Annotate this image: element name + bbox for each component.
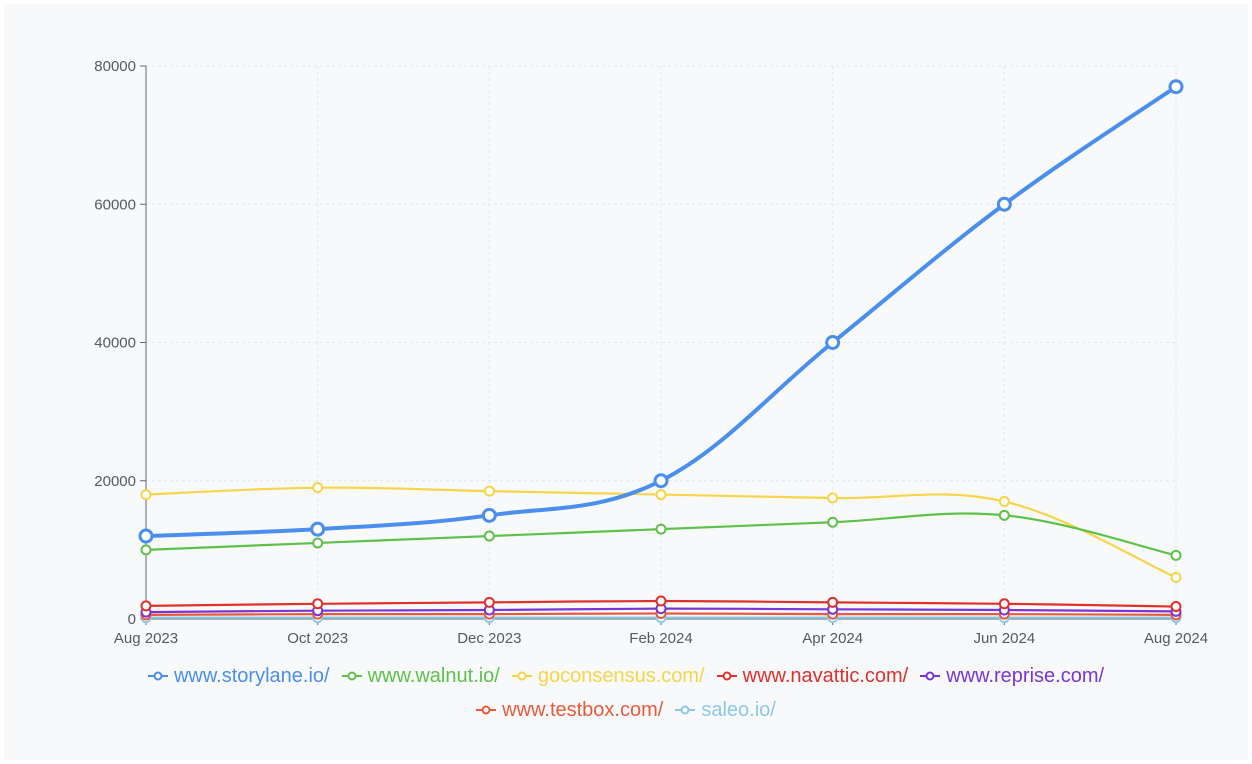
legend-line-icon: [511, 671, 532, 681]
chart-legend: www.storylane.io/www.walnut.io/goconsens…: [4, 660, 1248, 728]
data-point: [998, 598, 1010, 610]
x-tick-label: Apr 2024: [802, 630, 863, 647]
data-point: [140, 544, 152, 556]
chart-panel: 0 20000 40000 60000 80000 Aug 2023 Oct 2023 Dec…: [4, 4, 1248, 760]
data-point: [653, 473, 669, 489]
data-point: [483, 485, 495, 497]
x-tick-label: Dec 2023: [457, 630, 521, 647]
x-tick-label: Oct 2023: [287, 630, 348, 647]
data-point: [655, 595, 667, 607]
data-point: [312, 598, 324, 610]
data-point: [827, 596, 839, 608]
legend-label: www.reprise.com/: [946, 665, 1105, 687]
data-point: [655, 523, 667, 535]
data-point: [310, 521, 326, 537]
x-tick-label: Jun 2024: [973, 630, 1035, 647]
data-point: [1170, 601, 1182, 613]
data-point: [1170, 549, 1182, 561]
legend-item[interactable]: www.storylane.io/: [147, 660, 330, 692]
y-tick-label: 0: [128, 611, 136, 628]
data-point: [827, 516, 839, 528]
legend-item[interactable]: www.navattic.com/: [716, 660, 909, 692]
y-tick-label: 40000: [94, 335, 136, 352]
data-point: [998, 495, 1010, 507]
x-tick-label: Aug 2023: [114, 630, 178, 647]
data-point: [481, 507, 497, 523]
legend-line-icon: [716, 671, 737, 681]
data-point: [996, 196, 1012, 212]
line-chart: 0 20000 40000 60000 80000 Aug 2023 Oct 2023 Dec…: [94, 58, 1208, 647]
legend-label: www.storylane.io/: [173, 665, 330, 687]
data-point: [312, 537, 324, 549]
data-point: [1168, 79, 1184, 95]
data-point: [998, 509, 1010, 521]
legend-label: goconsensus.com/: [537, 665, 705, 687]
legend-item[interactable]: goconsensus.com/: [511, 660, 705, 692]
data-point: [655, 489, 667, 501]
y-tick-label: 60000: [94, 196, 136, 213]
legend-item[interactable]: www.testbox.com/: [476, 694, 663, 726]
x-tick-label: Aug 2024: [1144, 630, 1208, 647]
legend-item[interactable]: saleo.io/: [675, 694, 776, 726]
data-point: [312, 482, 324, 494]
data-point: [825, 335, 841, 350]
data-point: [1170, 572, 1182, 584]
legend-line-icon: [476, 705, 497, 715]
legend-label: saleo.io/: [701, 699, 776, 721]
data-point: [138, 528, 154, 544]
data-point: [483, 596, 495, 608]
legend-line-icon: [341, 671, 362, 681]
legend-item[interactable]: www.reprise.com/: [920, 660, 1104, 692]
data-point: [140, 489, 152, 501]
y-tick-label: 80000: [94, 58, 136, 75]
legend-label: www.walnut.io/: [367, 665, 500, 687]
legend-line-icon: [147, 671, 168, 681]
legend-label: www.testbox.com/: [502, 699, 664, 721]
data-point: [483, 530, 495, 542]
data-point: [140, 600, 152, 612]
x-tick-label: Feb 2024: [629, 630, 692, 647]
legend-line-icon: [920, 671, 941, 681]
legend-label: www.navattic.com/: [742, 665, 909, 687]
legend-item[interactable]: www.walnut.io/: [341, 660, 500, 692]
legend-line-icon: [675, 705, 696, 715]
y-tick-label: 20000: [94, 473, 136, 490]
data-point: [827, 492, 839, 504]
